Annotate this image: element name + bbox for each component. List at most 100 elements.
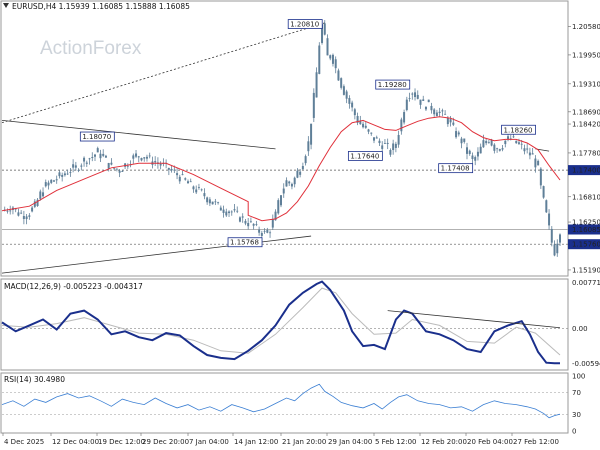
candle-body xyxy=(96,148,99,153)
candle-body xyxy=(137,156,140,158)
watermark: ActionForex xyxy=(40,38,142,59)
candle-body xyxy=(307,141,310,152)
candle-body xyxy=(408,98,411,99)
candle-body xyxy=(126,165,129,167)
price-annotation: 1.20810 xyxy=(287,19,323,29)
candle-body xyxy=(515,140,518,144)
candle-body xyxy=(359,120,362,125)
candle-body xyxy=(493,144,496,151)
candle-body xyxy=(441,110,444,112)
axes: 1.20580 1.19950 1.19310 1.18690 1.18420 1.177… xyxy=(2,23,600,446)
candle-body xyxy=(208,199,211,204)
annotation-box xyxy=(347,151,383,161)
symbol-label: EURUSD,H4 xyxy=(12,2,56,11)
candle-body xyxy=(362,123,365,128)
candle-body xyxy=(42,192,45,197)
candle-body xyxy=(219,207,222,211)
candle-body xyxy=(249,221,252,223)
candle-body xyxy=(282,188,285,194)
macd-axis-label: -0.005944 xyxy=(572,360,600,368)
trend-line xyxy=(1,120,276,150)
candle-body xyxy=(424,106,427,110)
price-annotation: 1.18260 xyxy=(501,124,536,135)
candle-body xyxy=(498,149,501,151)
rsi-line xyxy=(1,383,561,419)
candle-body xyxy=(36,199,39,207)
annotation-label: 1.17640 xyxy=(350,152,379,160)
candle-body xyxy=(411,93,414,95)
candle-body xyxy=(449,119,452,123)
candle-body xyxy=(69,172,72,173)
candle-body xyxy=(236,210,239,212)
candle-body xyxy=(414,92,417,98)
candle-body xyxy=(113,167,116,169)
candle-body xyxy=(255,224,258,226)
candle-body xyxy=(91,156,94,158)
candle-body xyxy=(132,155,135,159)
price-annotation: 1.18070 xyxy=(79,131,115,142)
rsi-axis-label: 0 xyxy=(572,428,576,436)
macd-trend-line xyxy=(387,310,561,329)
candle-body xyxy=(370,132,373,134)
candle-body xyxy=(238,217,241,222)
candle-body xyxy=(364,125,367,128)
candle-body xyxy=(200,189,203,191)
candle-body xyxy=(269,232,272,234)
candle-body xyxy=(383,143,386,144)
candle-body xyxy=(148,155,151,157)
candle-body xyxy=(233,209,236,211)
candle-body xyxy=(25,216,28,220)
candle-body xyxy=(247,222,250,227)
price-axis-label: 1.18420 xyxy=(572,121,600,129)
candle-body xyxy=(310,123,313,145)
candle-body xyxy=(55,179,58,181)
candle-body xyxy=(304,156,307,164)
time-axis-label: 27 Feb 12:00 xyxy=(513,438,559,446)
candle-body xyxy=(244,220,247,224)
candle-body xyxy=(539,168,542,186)
candle-body xyxy=(403,112,406,123)
candle-body xyxy=(550,228,553,243)
candle-body xyxy=(490,139,493,146)
candle-body xyxy=(353,109,356,116)
candle-body xyxy=(400,119,403,132)
candle-body xyxy=(20,212,23,214)
candle-body xyxy=(528,152,531,156)
candle-body xyxy=(290,183,293,187)
candle-body xyxy=(323,23,326,35)
candle-body xyxy=(50,179,53,183)
macd-signal-line xyxy=(1,287,561,356)
candle-body xyxy=(118,170,121,173)
candle-body xyxy=(189,181,192,183)
candle-body xyxy=(167,167,170,170)
time-axis-label: 5 Feb 12:00 xyxy=(375,438,416,446)
candle-body xyxy=(293,177,296,185)
candle-body xyxy=(334,59,337,69)
candle-body xyxy=(176,173,179,176)
candle-body xyxy=(301,166,304,170)
candle-body xyxy=(542,186,545,198)
candle-body xyxy=(187,181,189,184)
price-panel-frame xyxy=(0,0,569,277)
candle-body xyxy=(474,157,477,161)
candle-body xyxy=(228,211,231,214)
candle-body xyxy=(135,153,138,157)
candle-body xyxy=(72,164,75,168)
time-axis-label: 14 Jan 12:00 xyxy=(234,438,278,446)
price-annotation: 1.15768 xyxy=(227,237,263,248)
candle-body xyxy=(496,148,499,150)
candle-body xyxy=(230,211,233,213)
macd-panel-frame xyxy=(0,278,569,371)
candle-body xyxy=(504,140,507,145)
candle-body xyxy=(507,136,510,140)
annotation-box xyxy=(501,124,536,135)
time-axis-label: 12 Dec 04:00 xyxy=(52,438,99,446)
price-axis-label: 1.15190 xyxy=(572,266,600,274)
candle-body xyxy=(145,156,148,159)
price-panel-header: EURUSD,H4 1.15939 1.16085 1.15888 1.1608… xyxy=(12,2,190,11)
time-axis-label: 29 Dec 20:00 xyxy=(142,438,189,446)
annotation-box xyxy=(227,237,263,248)
candle-body xyxy=(47,182,50,186)
